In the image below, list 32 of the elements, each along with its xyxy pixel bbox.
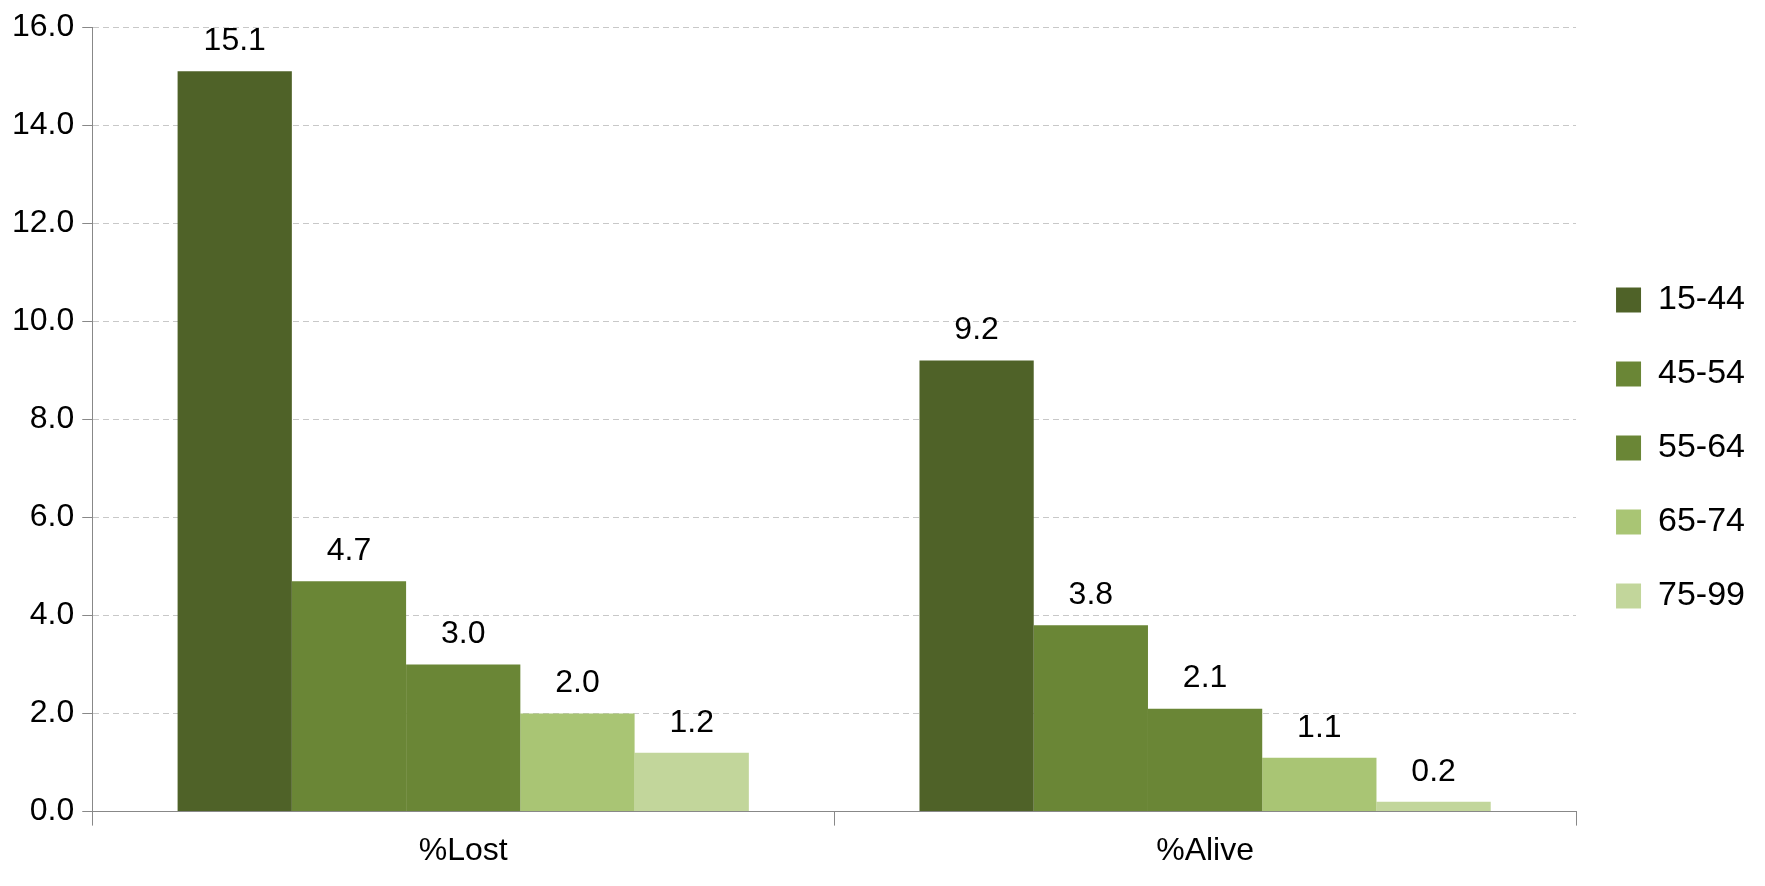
legend-label: 55-64 [1658,426,1746,465]
y-tick-label: 4.0 [29,595,75,632]
data-label: 1.1 [1297,707,1342,744]
data-label: 1.2 [669,702,714,739]
legend-label: 15-44 [1658,278,1746,317]
x-tick-label: %Lost [418,830,508,867]
bar [919,360,1034,812]
legend-label: 75-99 [1658,574,1746,613]
bar [1262,757,1377,812]
data-label: 2.0 [555,663,600,700]
data-label: 4.7 [326,531,372,568]
bar [520,713,635,812]
y-tick-label: 12.0 [12,203,75,240]
y-tick-label: 8.0 [29,399,75,436]
legend-label: 45-54 [1658,352,1746,391]
bar [177,71,292,812]
y-tick-label: 0.0 [29,791,75,828]
y-tick-label: 6.0 [29,497,75,534]
legend-label: 65-74 [1658,500,1746,539]
data-label: 15.1 [203,21,266,58]
data-label: 3.0 [440,614,486,651]
y-tick-label: 10.0 [12,301,75,338]
y-tick-label: 16.0 [12,7,75,44]
y-tick-label: 14.0 [12,105,75,142]
data-label: 0.2 [1411,751,1456,788]
x-tick-label: %Alive [1156,830,1255,867]
data-label: 2.1 [1182,658,1228,695]
data-label: 3.8 [1068,575,1114,612]
bar [634,752,749,812]
data-label: 9.2 [954,310,999,347]
y-tick-label: 2.0 [29,693,75,730]
bar [1376,801,1491,812]
